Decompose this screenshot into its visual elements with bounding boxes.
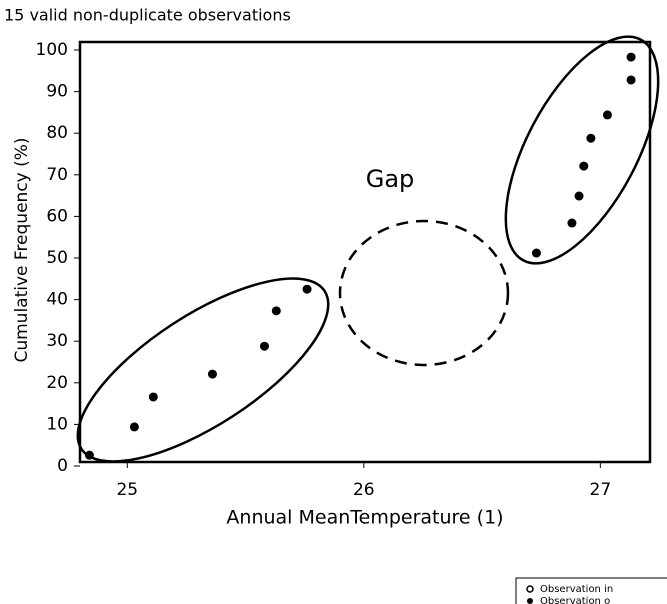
cluster-ellipse	[76, 277, 330, 463]
x-tick-label: 25	[116, 480, 138, 500]
y-axis-label: Cumulative Frequency (%)	[12, 137, 32, 362]
legend-marker	[526, 585, 534, 593]
y-tick-label: 80	[46, 123, 68, 143]
gap-circle	[338, 219, 510, 367]
legend-marker	[527, 598, 533, 604]
point	[84, 450, 94, 460]
y-tick-label: 40	[46, 290, 68, 310]
legend-label: Observation in	[540, 584, 613, 595]
y-tick-label: 70	[46, 165, 68, 185]
point	[602, 110, 612, 120]
point	[129, 422, 139, 432]
point	[531, 248, 541, 258]
y-tick-label: 50	[46, 248, 68, 268]
legend-box	[515, 577, 667, 604]
x-axis-label: Annual MeanTemperature (1)	[226, 507, 503, 529]
point	[259, 341, 269, 351]
y-tick-label: 90	[46, 82, 68, 102]
point	[626, 52, 636, 62]
point	[302, 284, 312, 294]
point	[579, 161, 589, 171]
point	[148, 392, 158, 402]
chart-title: 15 valid non-duplicate observations	[4, 6, 291, 25]
annotation: Gap	[366, 165, 415, 193]
legend-label: Observation o	[540, 596, 610, 604]
point	[586, 133, 596, 143]
y-tick-label: 20	[46, 373, 68, 393]
y-tick-label: 60	[46, 206, 68, 226]
point	[271, 306, 281, 316]
y-tick-label: 30	[46, 331, 68, 351]
x-tick-label: 27	[590, 480, 612, 500]
point	[207, 369, 217, 379]
cluster-ellipse	[504, 35, 660, 265]
point	[626, 75, 636, 85]
x-tick-label: 26	[353, 480, 375, 500]
point	[574, 191, 584, 201]
y-tick-label: 0	[57, 456, 68, 476]
y-tick-label: 10	[46, 414, 68, 434]
point	[567, 218, 577, 228]
y-tick-label: 100	[36, 40, 68, 60]
plot-frame	[78, 40, 652, 464]
